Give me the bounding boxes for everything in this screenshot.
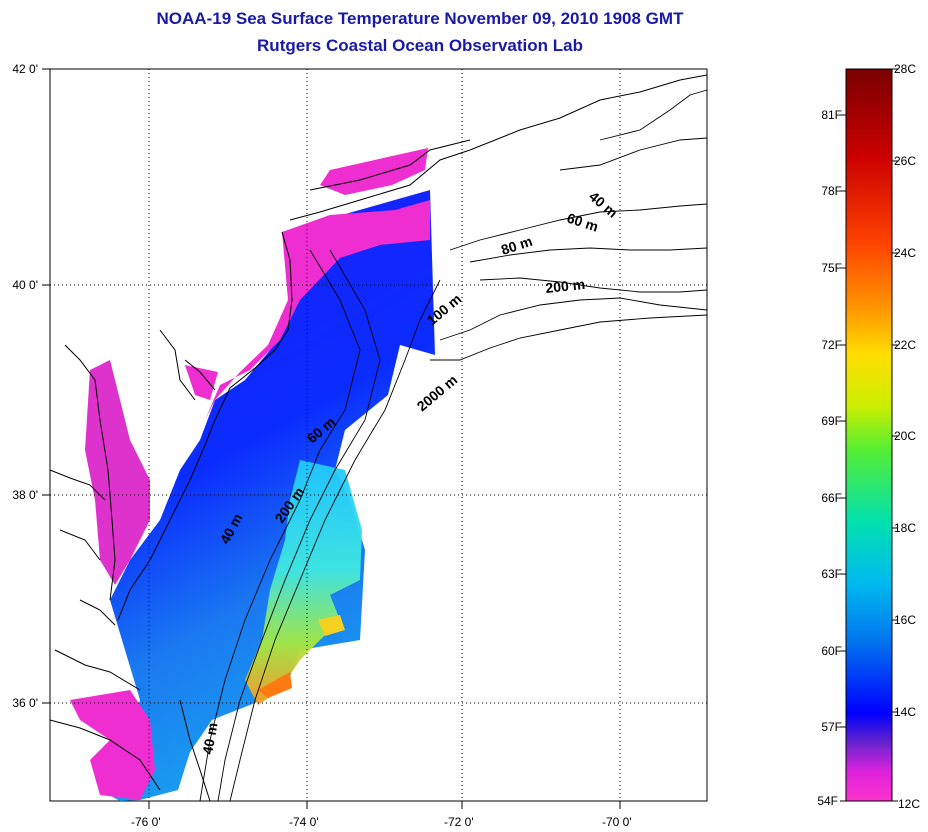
map-title: NOAA-19 Sea Surface Temperature November…	[156, 9, 684, 28]
colorbar	[845, 68, 893, 802]
lon-label-76: -76 0'	[131, 815, 161, 829]
colorbar-label-c: 16C	[894, 613, 916, 627]
lat-label-36: 36 0'	[12, 696, 38, 710]
colorbar-label-f: 60F	[821, 644, 842, 658]
colorbar-label-f: 69F	[821, 414, 842, 428]
contour-label: 200 m	[545, 276, 586, 296]
colorbar-label-f: 75F	[821, 261, 842, 275]
sst-cold-nearshore	[205, 200, 430, 420]
sst-cool-water	[100, 190, 435, 801]
lon-label-72: -72 0'	[444, 815, 474, 829]
colorbar-label-c: 12C	[898, 797, 920, 811]
map-subtitle: Rutgers Coastal Ocean Observation Lab	[257, 36, 583, 55]
sst-yellow-spot	[318, 615, 345, 636]
colorbar-label-f: 81F	[821, 108, 842, 122]
colorbar-label-c: 14C	[894, 705, 916, 719]
sst-hot-spot	[258, 672, 292, 698]
sst-cold-longisland	[320, 148, 428, 195]
colorbar-label-f: 63F	[821, 567, 842, 581]
colorbar-label-f: 66F	[821, 491, 842, 505]
sst-cold-sound	[70, 690, 155, 800]
graticule	[50, 69, 707, 801]
colorbar-ticks	[840, 68, 898, 802]
colorbar-label-f: 78F	[821, 184, 842, 198]
coastlines	[49, 74, 708, 802]
colorbar-label-c: 18C	[894, 521, 916, 535]
lat-label-40: 40 0'	[12, 278, 38, 292]
sst-cold-bay	[85, 360, 150, 585]
sst-cold-bay-upper	[185, 365, 218, 400]
colorbar-label-c: 24C	[894, 246, 916, 260]
tick-marks	[42, 68, 621, 809]
colorbar-label-f: 72F	[821, 338, 842, 352]
colorbar-label-c: 20C	[894, 429, 916, 443]
colorbar-label-f: 54F	[817, 794, 838, 808]
lon-label-74: -74 0'	[289, 815, 319, 829]
lat-label-38: 38 0'	[12, 488, 38, 502]
colorbar-label-c: 22C	[894, 338, 916, 352]
lon-label-70: -70 0'	[602, 815, 632, 829]
colorbar-label-f: 57F	[821, 720, 842, 734]
sst-warm-water	[245, 460, 362, 705]
bathymetry-contours	[199, 89, 708, 802]
colorbar-label-c: 26C	[894, 154, 916, 168]
lat-label-42: 42 0'	[12, 62, 38, 76]
colorbar-label-c: 28C	[894, 62, 916, 76]
contour-label: 40 m	[199, 721, 220, 755]
